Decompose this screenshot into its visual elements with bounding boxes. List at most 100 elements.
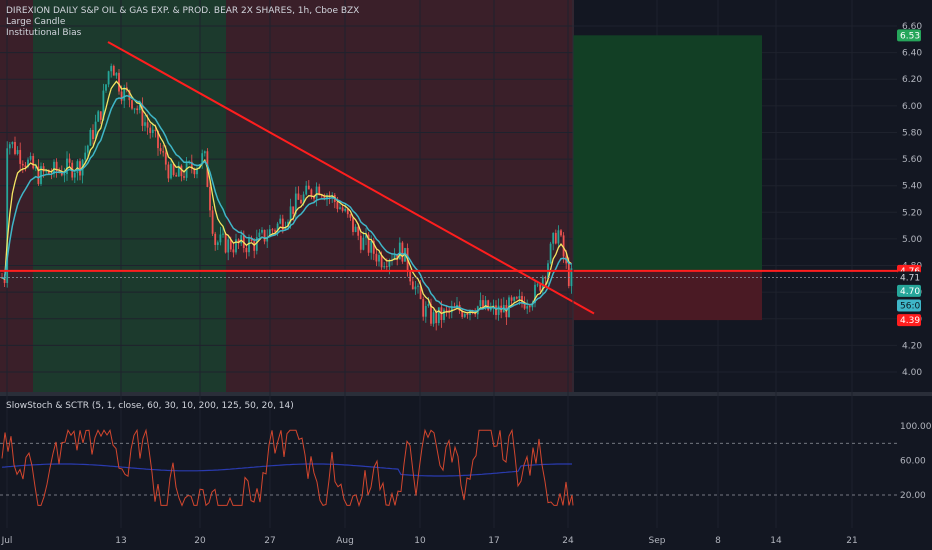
candle-body [128,90,131,101]
candle-body [292,206,295,215]
candle-body [180,165,183,177]
candle-body [284,226,287,230]
oscillator-legend: SlowStoch & SCTR (5, 1, close, 60, 30, 1… [6,401,294,412]
time-tick-label: 17 [488,536,499,546]
candle-body [47,169,50,174]
candle-body [248,238,250,253]
candle-body [560,230,562,236]
candle-body [115,72,118,76]
candle-body [32,155,35,169]
stop-price-tag: 4.39 [897,314,921,327]
candle-body [86,145,89,153]
candle-body [227,239,230,253]
candle-body [42,166,45,172]
candle-body [401,242,404,262]
candle-body [482,300,484,309]
candle-body [536,284,539,286]
time-tick-label: Sep [649,536,666,546]
time-tick-label: 13 [115,536,126,546]
bias-zone-red [0,0,33,392]
candle-body [388,260,391,267]
candle-body [105,84,107,91]
candle-body [258,232,261,238]
price-tick-label: 4.20 [902,341,922,351]
time-axis[interactable]: Jul 13 20 27 Aug 10 17 24 Sep 8 14 21 [0,528,932,550]
candle-body [224,233,227,253]
candle-body [245,248,248,253]
candle-body [45,169,48,172]
oscillator-background [0,396,932,528]
candle-body [339,207,341,209]
time-tick-label: 21 [846,536,857,546]
candle-body [557,230,560,244]
candle-body [526,306,529,309]
candle-body [271,229,274,231]
candle-body [359,235,362,250]
candle-body [300,199,302,204]
candle-body [198,164,201,169]
price-tick-label: 4.00 [902,368,922,378]
downtrend-line [107,41,595,315]
price-tick-label: 6.00 [902,102,922,112]
candle-body [55,161,58,172]
candle-body [443,309,445,321]
last-price-tag: 4.71 [897,271,921,284]
stoch-line [1,428,574,508]
price-tick-label: 5.20 [902,208,922,218]
candle-body [344,208,347,211]
candle-body [378,255,380,262]
candle-body [214,233,217,245]
candle-body [534,284,536,304]
candle-body [94,121,97,140]
candle-body [209,186,211,211]
candle-body [97,111,100,122]
candle-body [203,151,206,154]
candle-body [315,186,318,199]
symbol-title[interactable]: DIREXION DAILY S&P OIL & GAS EXP. & PROD… [6,6,360,16]
candle-body [352,217,354,232]
candle-body [261,229,263,233]
chart-legend: DIREXION DAILY S&P OIL & GAS EXP. & PROD… [6,6,359,39]
candle-body [250,238,253,242]
candle-body [141,104,144,126]
candle-body [463,314,466,317]
candle-body [118,72,120,92]
grid [0,0,897,528]
candle-body [123,87,126,101]
candle-body [53,161,55,174]
ma-price-tag-text: 4.70 [900,287,920,297]
candle-body [112,65,115,76]
candle-body [461,310,464,317]
candle-body [133,108,136,110]
candle-body [346,208,349,215]
oscillator-pane [0,428,897,508]
indicator-large-candle[interactable]: Large Candle [6,17,66,27]
candle-body [357,226,360,236]
candle-body [409,271,412,282]
candle-body [149,127,152,134]
candle-body [66,158,68,175]
candle-body [411,281,414,290]
price-tick-label: 6.20 [902,75,922,85]
price-axis[interactable]: 6.606.406.206.005.805.605.405.205.004.80… [900,22,932,501]
price-tick-label: 6.60 [902,22,922,32]
institutional-bias-zones [0,0,932,528]
candle-body [40,166,42,184]
candle-body [107,71,110,85]
indicator-institutional-bias[interactable]: Institutional Bias [6,28,82,38]
candle-body [396,254,399,260]
candle-body [305,185,308,195]
pane-divider [0,392,932,396]
candle-body [289,206,292,222]
price-tick-label: 5.00 [902,235,922,245]
candle-body [562,235,565,257]
candle-body [6,148,9,283]
oscillator-title[interactable]: SlowStoch & SCTR (5, 1, close, 60, 30, 1… [6,401,294,411]
candle-body [253,241,256,251]
oscillator-tick-label: 20.00 [900,491,926,501]
candle-body [190,161,193,169]
candle-body [193,168,196,175]
candle-body [170,163,172,179]
